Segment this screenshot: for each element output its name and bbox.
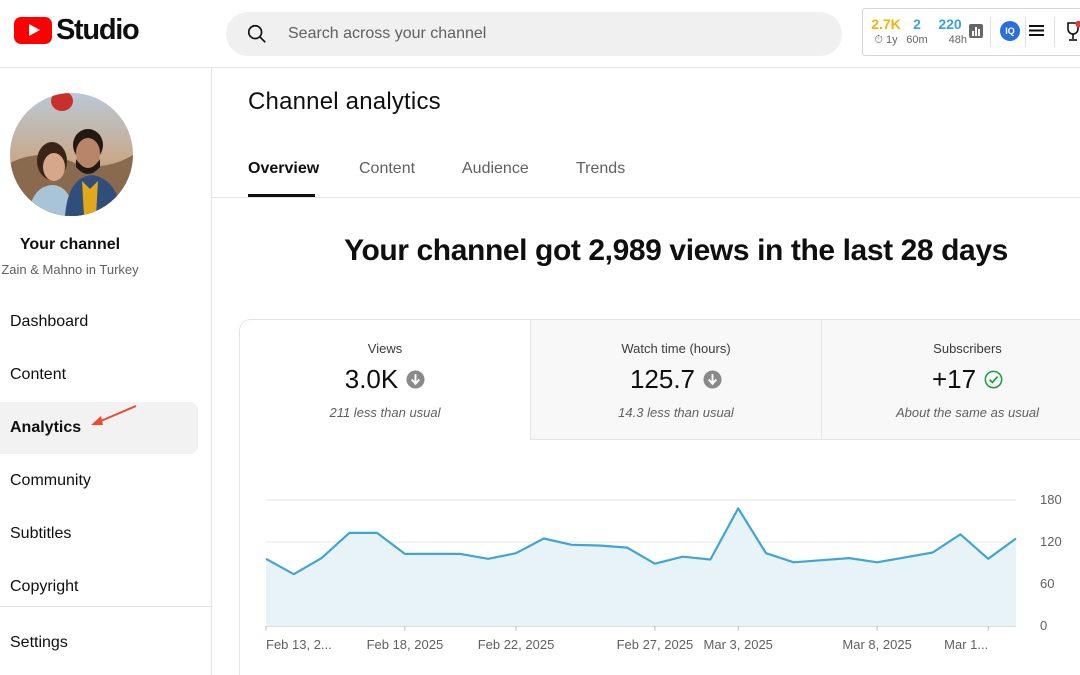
tab-overview[interactable]: Overview xyxy=(248,160,320,177)
tab-audience[interactable]: Audience xyxy=(462,160,529,177)
bar-chart-icon[interactable] xyxy=(969,24,983,38)
metric-subscribers[interactable]: Subscribers +17 About the same as usual xyxy=(821,320,1080,440)
tabs-divider xyxy=(212,197,1080,198)
metric-note: About the same as usual xyxy=(895,405,1040,420)
stat-views-60m[interactable]: 2 60m xyxy=(903,16,931,47)
tab-trends[interactable]: Trends xyxy=(576,160,626,177)
metric-watch-time[interactable]: Watch time (hours) 125.7 14.3 less than … xyxy=(530,320,821,440)
annotation-arrow-icon xyxy=(91,405,137,425)
sidebar-item-label: Subtitles xyxy=(10,525,72,542)
sidebar-item-copyright[interactable]: Copyright xyxy=(0,561,198,613)
search-input[interactable]: Search across your channel xyxy=(288,25,487,42)
sidebar-item-content[interactable]: Content xyxy=(0,349,198,401)
trophy-icon[interactable] xyxy=(1064,21,1080,43)
channel-avatar[interactable] xyxy=(10,93,133,216)
sidebar-item-settings[interactable]: Settings xyxy=(0,617,198,669)
sidebar-item-label: Analytics xyxy=(10,419,82,436)
active-tab-indicator xyxy=(248,194,315,197)
sidebar-item-dashboard[interactable]: Dashboard xyxy=(0,296,198,348)
metric-label: Subscribers xyxy=(933,341,1002,356)
search-bar[interactable]: Search across your channel xyxy=(226,12,842,56)
logo-text: Studio xyxy=(56,14,140,46)
metric-value-row: 3.0K xyxy=(240,364,530,395)
metric-views[interactable]: Views 3.0K 211 less than usual xyxy=(240,320,530,440)
sidebar-item-analytics[interactable]: Analytics xyxy=(0,402,198,454)
metric-value: 125.7 xyxy=(629,364,696,394)
sidebar-item-label: Content xyxy=(10,366,67,383)
toolbar-divider xyxy=(1025,17,1026,47)
views-headline: Your channel got 2,989 views in the last… xyxy=(344,234,1008,267)
sidebar-item-subtitles[interactable]: Subtitles xyxy=(0,508,198,560)
stat-value: 2 xyxy=(913,16,921,32)
tab-content[interactable]: Content xyxy=(359,160,416,177)
check-circle-icon xyxy=(984,370,1003,389)
arrow-down-circle-icon xyxy=(703,370,722,389)
menu-icon[interactable] xyxy=(1029,24,1044,37)
page-title: Channel analytics xyxy=(248,88,441,115)
metric-label: Watch time (hours) xyxy=(621,341,731,356)
top-bar: Studio Search across your channel 2.7K ⏱… xyxy=(0,0,1080,68)
stat-sub: 48h xyxy=(948,34,967,46)
stat-sub: 60m xyxy=(906,34,928,46)
arrow-down-circle-icon xyxy=(406,370,425,389)
toolbar-divider xyxy=(1054,17,1055,47)
metric-label: Views xyxy=(367,341,403,356)
vidiq-icon[interactable]: IQ xyxy=(1000,21,1020,41)
metric-note: 211 less than usual xyxy=(329,405,441,420)
sidebar-item-label: Community xyxy=(10,472,91,489)
metric-value: 3.0K xyxy=(344,364,399,394)
studio-logo[interactable]: Studio xyxy=(14,14,140,46)
sidebar-item-label: Dashboard xyxy=(10,313,89,330)
stat-value: 2.7K xyxy=(871,16,901,32)
stat-sub-row: ⏱ 1y xyxy=(867,34,905,47)
toolbar-divider xyxy=(990,17,991,47)
sidebar-item-label: Settings xyxy=(10,634,68,651)
stat-sub: 1y xyxy=(886,34,898,46)
your-channel-label: Your channel xyxy=(19,236,121,253)
metric-value-row: +17 xyxy=(822,364,1080,395)
channel-name: Zain & Mahno in Turkey xyxy=(1,262,139,277)
search-icon xyxy=(247,24,266,43)
stat-views-48h[interactable]: 220 48h xyxy=(933,16,967,47)
extension-toolbar: 2.7K ⏱ 1y 2 60m 220 48h IQ xyxy=(862,8,1080,56)
sidebar-item-community[interactable]: Community xyxy=(0,455,198,507)
sidebar-divider xyxy=(0,606,212,607)
avatar-photo xyxy=(10,93,133,216)
sidebar-item-label: Copyright xyxy=(10,578,79,595)
metrics-card: Views 3.0K 211 less than usual Watch tim… xyxy=(239,319,1080,675)
metric-note: 14.3 less than usual xyxy=(618,405,734,420)
sidebar: Your channel Zain & Mahno in Turkey Dash… xyxy=(0,68,212,675)
metric-value-row: 125.7 xyxy=(531,364,821,395)
stat-value: 220 xyxy=(938,16,962,32)
metric-value: +17 xyxy=(931,364,977,394)
stat-views-1y[interactable]: 2.7K ⏱ 1y xyxy=(867,16,905,47)
youtube-play-icon xyxy=(14,16,52,44)
clock-icon: ⏱ xyxy=(874,34,883,46)
